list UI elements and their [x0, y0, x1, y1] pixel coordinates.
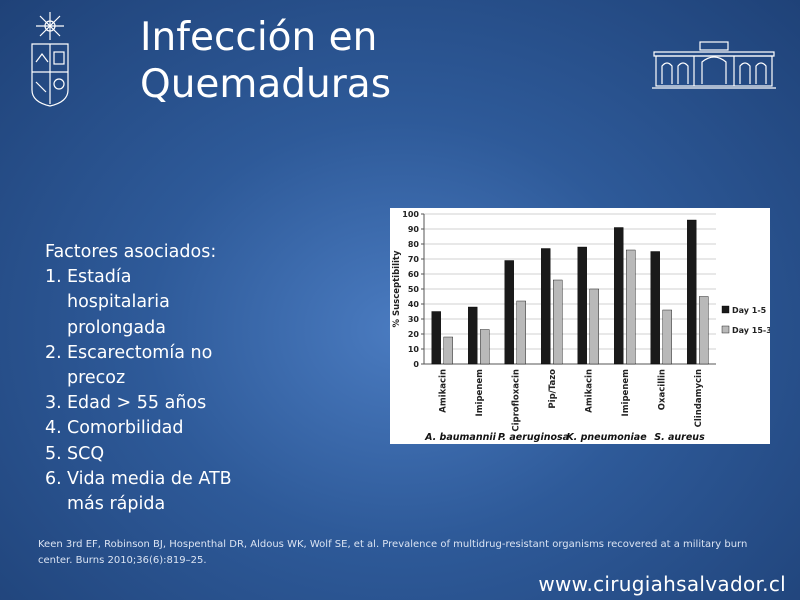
factor-text: Estadía hospitalaria prolongada: [67, 267, 170, 338]
chart-svg: 0 10 20 30 40 50 60 70 80 90 100 % Susceptibility Am…: [392, 210, 778, 443]
factor-item: 5. SCQ: [45, 442, 237, 467]
bar-day-15-30: [662, 309, 672, 365]
bar-day-15-30: [516, 300, 526, 365]
bar-day-1-5: [504, 260, 514, 365]
factor-number: 1.: [45, 267, 62, 288]
x-category-label: Ciprofloxacin: [511, 369, 521, 432]
x-group-label: A. baumannii: [424, 432, 497, 443]
bar-day-15-30: [589, 288, 599, 365]
y-tick-label: 40: [408, 300, 420, 309]
x-category-label: Amikacin: [438, 369, 448, 413]
y-tick-label: 90: [408, 225, 420, 234]
title-line-1: Infección en: [140, 15, 378, 60]
factor-number: 3.: [45, 393, 62, 414]
bar-day-15-30: [553, 279, 563, 365]
factor-item: 2. Escarectomía no precoz: [45, 341, 237, 391]
y-tick-label: 10: [408, 345, 420, 354]
bar-day-15-30: [443, 336, 453, 365]
factors-list-block: Factores asociados: 1. Estadía hospitalar…: [45, 240, 237, 517]
x-category-label: Oxacillin: [657, 369, 667, 410]
factor-text: SCQ: [67, 443, 105, 464]
y-tick-label: 70: [408, 255, 420, 264]
bar-day-15-30: [699, 296, 709, 365]
bar-day-15-30: [480, 329, 490, 365]
bar-day-1-5: [577, 246, 587, 365]
bar-day-15-30: [626, 249, 636, 365]
citation-text: Keen 3rd EF, Robinson BJ, Hospenthal DR,…: [38, 539, 748, 566]
bar-day-1-5: [687, 219, 697, 365]
bar-day-1-5: [541, 248, 551, 365]
y-tick-label: 30: [408, 315, 420, 324]
x-category-label: Clindamycin: [694, 369, 704, 427]
x-category-label: Imipenem: [621, 369, 631, 417]
x-group-label: K. pneumoniae: [566, 432, 647, 443]
factor-number: 5.: [45, 443, 62, 464]
factor-item: 4. Comorbilidad: [45, 416, 237, 441]
factor-text: Vida media de ATB más rápida: [67, 468, 232, 515]
y-tick-label: 50: [408, 285, 420, 294]
y-tick-label: 60: [408, 270, 420, 279]
y-tick-label: 100: [402, 210, 419, 219]
factor-text: Edad > 55 años: [67, 393, 207, 414]
title-line-2: Quemaduras: [140, 62, 392, 107]
x-group-label: P. aeruginosa: [498, 432, 569, 443]
y-tick-label: 20: [408, 330, 420, 339]
factors-heading: Factores asociados:: [45, 242, 217, 262]
factor-item: 3. Edad > 55 años: [45, 391, 237, 416]
x-category-label: Imipenem: [475, 369, 485, 417]
factor-item: 6. Vida media de ATB más rápida: [45, 467, 237, 517]
website-url: www.cirugiahsalvador.cl: [538, 572, 786, 596]
legend-swatch: [721, 305, 730, 314]
legend-label: Day 1-5: [732, 306, 767, 315]
factor-number: 2.: [45, 342, 62, 363]
susceptibility-chart: 0 10 20 30 40 50 60 70 80 90 100 % Susceptibility Am…: [390, 208, 778, 444]
x-category-label: Pip/Tazo: [548, 369, 558, 409]
slide-title: Infección en Quemaduras: [140, 14, 391, 108]
factor-text: Escarectomía no precoz: [67, 342, 213, 389]
y-axis-label: % Susceptibility: [392, 250, 402, 327]
legend-label: Day 15-30: [732, 326, 770, 335]
university-crest-logo: [31, 12, 69, 107]
factor-number: 4.: [45, 418, 62, 439]
factor-number: 6.: [45, 468, 62, 489]
x-group-label: S. aureus: [654, 432, 705, 443]
bar-day-1-5: [468, 306, 478, 365]
bar-day-1-5: [614, 227, 624, 365]
factor-item: 1. Estadía hospitalaria prolongada: [45, 265, 237, 341]
y-tick-label: 80: [408, 240, 420, 249]
bar-day-1-5: [650, 251, 660, 365]
factor-text: Comorbilidad: [67, 418, 184, 439]
x-category-label: Amikacin: [584, 369, 594, 413]
factors-list: 1. Estadía hospitalaria prolongada 2. Esca…: [45, 265, 237, 517]
y-tick-label: 0: [413, 360, 419, 369]
hospital-building-logo: [652, 41, 776, 89]
legend-swatch: [721, 325, 730, 334]
bar-day-1-5: [431, 311, 441, 365]
